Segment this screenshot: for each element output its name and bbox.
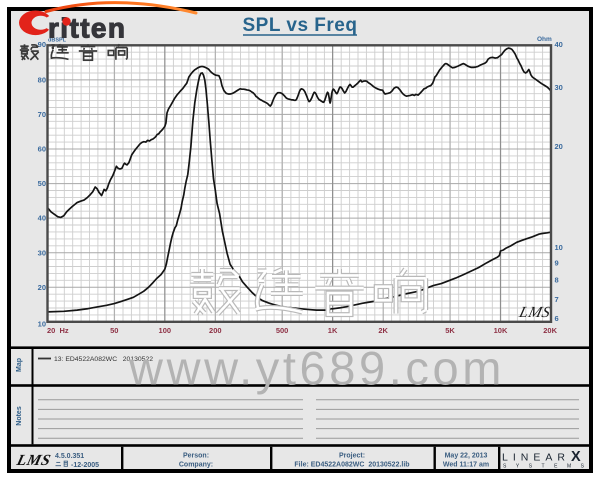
svg-text:5K: 5K bbox=[445, 326, 455, 335]
svg-text:10K: 10K bbox=[494, 326, 508, 335]
svg-text:Project:: Project: bbox=[339, 453, 365, 460]
svg-text:9: 9 bbox=[555, 258, 559, 267]
svg-text:20 Hz: 20 Hz bbox=[47, 326, 69, 335]
svg-text:Notes: Notes bbox=[16, 406, 23, 426]
svg-text:50: 50 bbox=[38, 179, 46, 188]
svg-text:10: 10 bbox=[555, 243, 563, 252]
svg-text:40: 40 bbox=[555, 40, 563, 49]
svg-text:LMS: LMS bbox=[14, 452, 52, 469]
svg-text:80: 80 bbox=[38, 76, 46, 85]
svg-text:File: ED4522A082WC 20130522.l: File: ED4522A082WC 20130522.lib bbox=[294, 462, 409, 469]
svg-text:40: 40 bbox=[38, 214, 46, 223]
svg-text:Ohm: Ohm bbox=[537, 36, 552, 43]
svg-text:10: 10 bbox=[38, 319, 46, 328]
svg-text:100: 100 bbox=[159, 326, 172, 335]
svg-text:SPL vs Freq: SPL vs Freq bbox=[243, 15, 358, 36]
svg-text:4.5.0.351: 4.5.0.351 bbox=[55, 453, 84, 460]
svg-text:30: 30 bbox=[38, 248, 46, 257]
svg-text:May 22, 2013: May 22, 2013 bbox=[445, 453, 488, 460]
svg-text:Company:: Company: bbox=[179, 462, 213, 469]
svg-text:20K: 20K bbox=[543, 326, 557, 335]
svg-text:20: 20 bbox=[555, 142, 563, 151]
svg-text:8: 8 bbox=[555, 276, 559, 285]
svg-text:www.yt689.com: www.yt689.com bbox=[128, 342, 505, 395]
svg-text:SYSTEMS: SYSTEMS bbox=[503, 464, 585, 470]
svg-text:X: X bbox=[571, 449, 581, 465]
svg-text:7: 7 bbox=[555, 295, 559, 304]
svg-text:Wed 11:17 am: Wed 11:17 am bbox=[443, 462, 489, 469]
svg-text:6: 6 bbox=[555, 314, 559, 323]
svg-text:-12-2005: -12-2005 bbox=[71, 462, 99, 469]
svg-text:90: 90 bbox=[38, 40, 46, 49]
svg-text:2K: 2K bbox=[378, 326, 388, 335]
svg-text:200: 200 bbox=[209, 326, 222, 335]
svg-text:Map: Map bbox=[16, 358, 23, 372]
svg-text:20: 20 bbox=[38, 283, 46, 292]
svg-text:Person:: Person: bbox=[183, 453, 209, 460]
svg-text:70: 70 bbox=[38, 110, 46, 119]
svg-text:30: 30 bbox=[555, 83, 563, 92]
svg-text:LMS: LMS bbox=[517, 304, 553, 321]
svg-text:dBSPL: dBSPL bbox=[48, 37, 67, 43]
svg-text:1K: 1K bbox=[328, 326, 338, 335]
svg-text:ritten: ritten bbox=[48, 13, 126, 44]
svg-text:60: 60 bbox=[38, 145, 46, 154]
svg-text:500: 500 bbox=[276, 326, 289, 335]
svg-text:50: 50 bbox=[110, 326, 118, 335]
svg-text:13: ED4522A082WC 20130522: 13: ED4522A082WC 20130522 bbox=[54, 356, 153, 363]
